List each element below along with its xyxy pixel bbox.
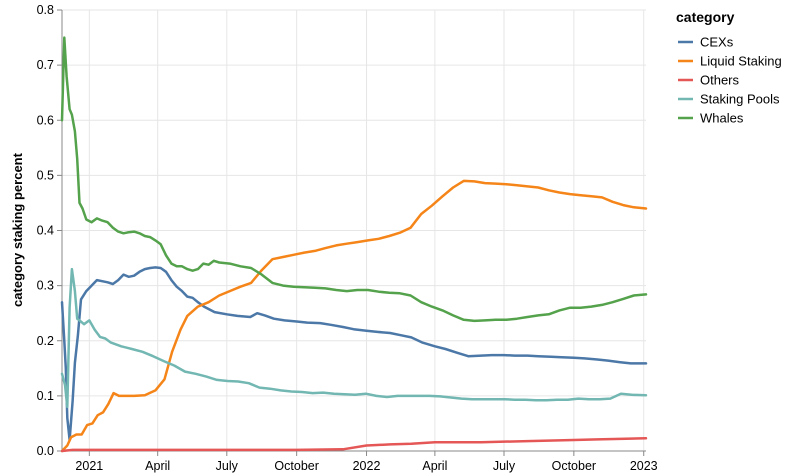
y-tick-label: 0.2 (37, 334, 54, 348)
y-axis-title: category staking percent (10, 152, 25, 307)
legend-title: category (676, 9, 735, 25)
y-tick-label: 0.1 (37, 389, 54, 403)
legend-item-label: Others (700, 73, 740, 88)
y-tick-label: 0.8 (37, 3, 54, 17)
legend-item-label: Staking Pools (700, 92, 780, 107)
x-tick-label: October (552, 459, 596, 473)
legend-item-label: Liquid Staking (700, 54, 782, 69)
y-tick-label: 0.7 (37, 58, 54, 72)
y-tick-label: 0.4 (37, 224, 54, 238)
series-line-others (60, 437, 648, 453)
legend: category CEXs Liquid Staking Others Staking… (676, 9, 782, 126)
x-tick-label: October (274, 459, 318, 473)
axes: category staking percent 0.0 0.1 0.2 0.3 0.4… (10, 3, 658, 473)
x-tick-label: 2022 (353, 459, 381, 473)
x-tick-label: July (216, 459, 239, 473)
x-tick-label: April (145, 459, 170, 473)
legend-item-label: CEXs (700, 35, 734, 50)
grid (62, 9, 646, 452)
series-line-cexs (60, 266, 648, 442)
x-tick-label: 2021 (75, 459, 103, 473)
y-tick-label: 0.6 (37, 113, 54, 127)
series-line-liquid-staking (60, 179, 648, 453)
series-line-whales (60, 36, 648, 323)
y-tick-label: 0.5 (37, 168, 54, 182)
y-tick-label: 0.0 (37, 444, 54, 458)
series-lines (60, 36, 648, 453)
x-tick-label: April (422, 459, 447, 473)
x-tick-label: July (493, 459, 516, 473)
legend-item-label: Whales (700, 111, 744, 126)
x-tick-label: 2023 (630, 459, 658, 473)
y-tick-label: 0.3 (37, 279, 54, 293)
series-line-staking-pools (60, 267, 648, 409)
